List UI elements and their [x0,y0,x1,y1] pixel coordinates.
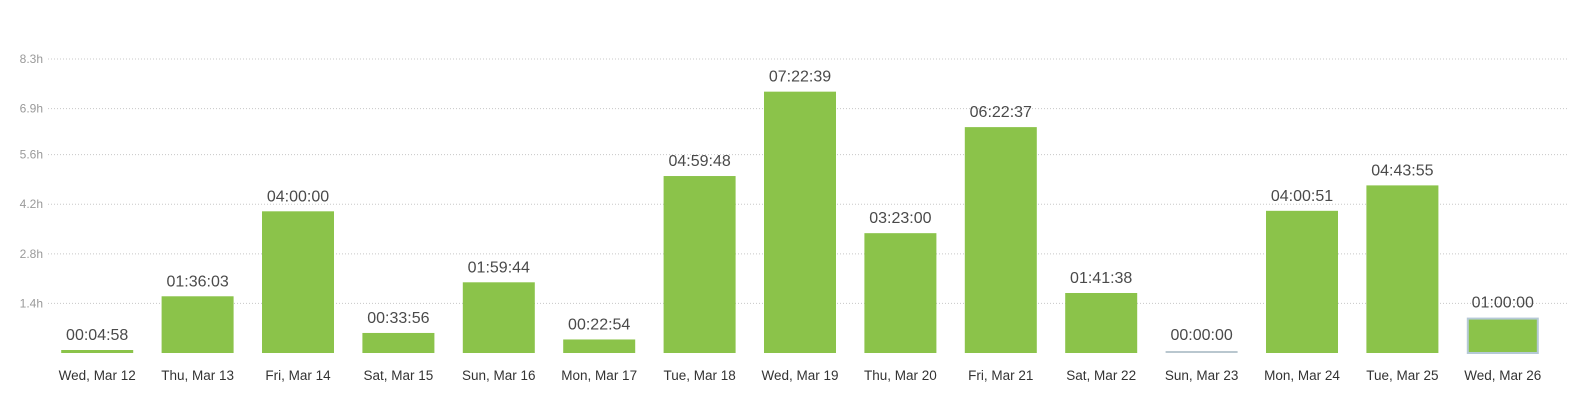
y-tick-label: 2.8h [20,247,43,261]
bar-value-label: 04:00:00 [267,188,329,205]
bar [61,350,134,353]
bar-value-label: 04:43:55 [1371,162,1433,179]
x-tick-label: Thu, Mar 13 [161,368,234,383]
x-tick-label: Wed, Mar 12 [59,368,136,383]
x-tick-label: Mon, Mar 24 [1264,368,1340,383]
bar [462,282,535,353]
x-tick-label: Sat, Mar 15 [364,368,434,383]
bar [262,211,334,353]
bar [1065,292,1138,353]
bar [362,332,435,353]
bar [1165,351,1238,353]
bar [864,233,937,353]
bar-value-label: 06:22:37 [970,104,1032,121]
bar [764,91,836,353]
bar-value-label: 01:41:38 [1070,270,1132,287]
x-tick-label: Thu, Mar 20 [864,368,937,383]
y-tick-label: 5.6h [20,148,43,162]
bar-value-label: 04:00:51 [1271,188,1333,205]
x-tick-label: Sat, Mar 22 [1066,368,1136,383]
bar [1266,210,1338,353]
bar-value-label: 01:59:44 [468,259,530,276]
bar [1466,317,1539,354]
x-tick-label: Mon, Mar 17 [561,368,637,383]
x-tick-label: Tue, Mar 25 [1366,368,1438,383]
bar [563,339,636,353]
bar-value-label: 01:00:00 [1472,295,1534,312]
bar-value-label: 07:22:39 [769,69,831,86]
bar-value-label: 00:33:56 [367,310,429,327]
bar-value-label: 00:00:00 [1170,327,1232,344]
bar [964,127,1037,353]
x-tick-label: Fri, Mar 14 [265,368,331,383]
x-tick-label: Sun, Mar 23 [1165,368,1239,383]
bar [663,176,736,353]
x-tick-label: Wed, Mar 26 [1464,368,1541,383]
bar [161,296,234,353]
y-tick-label: 6.9h [20,102,43,116]
x-tick-label: Fri, Mar 21 [968,368,1033,383]
x-tick-label: Sun, Mar 16 [462,368,536,383]
bar-value-label: 04:59:48 [668,153,730,170]
bar-value-label: 03:23:00 [869,210,931,227]
bar [1366,185,1439,353]
x-tick-label: Tue, Mar 18 [663,368,735,383]
bar-value-label: 00:04:58 [66,327,128,344]
bar-value-label: 00:22:54 [568,316,630,333]
y-tick-label: 1.4h [20,296,43,310]
bar-value-label: 01:36:03 [166,273,228,290]
y-tick-label: 8.3h [20,52,43,66]
y-tick-label: 4.2h [20,197,43,211]
x-tick-label: Wed, Mar 19 [761,368,838,383]
